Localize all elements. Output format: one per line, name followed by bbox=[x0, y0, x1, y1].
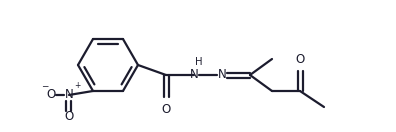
Text: O: O bbox=[65, 110, 74, 123]
Text: N: N bbox=[218, 69, 227, 81]
Text: +: + bbox=[74, 81, 80, 90]
Text: N: N bbox=[190, 69, 198, 81]
Text: H: H bbox=[195, 57, 202, 67]
Text: −: − bbox=[41, 81, 49, 90]
Text: O: O bbox=[295, 53, 305, 66]
Text: O: O bbox=[162, 103, 171, 116]
Text: O: O bbox=[46, 88, 55, 102]
Text: N: N bbox=[65, 88, 73, 102]
